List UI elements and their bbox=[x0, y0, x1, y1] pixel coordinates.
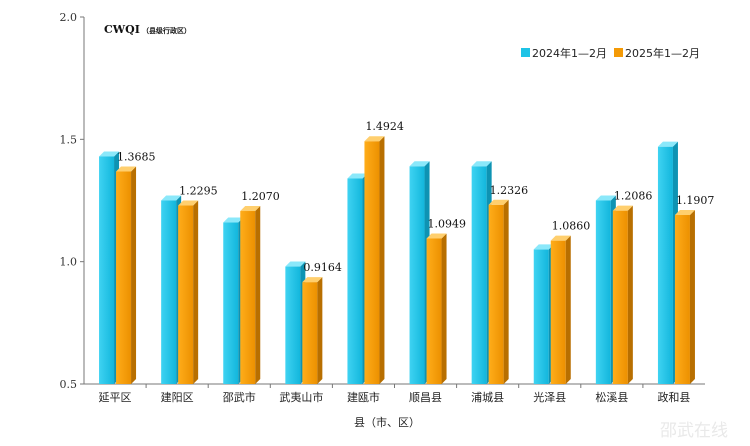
watermark: 邵武在线 bbox=[660, 421, 728, 441]
data-label: 1.2295 bbox=[179, 185, 218, 198]
bar-2025 bbox=[364, 141, 380, 384]
y-tick-label: 0.5 bbox=[60, 378, 78, 391]
bar-top bbox=[612, 205, 633, 211]
bar-2024 bbox=[347, 178, 363, 384]
bar-2025 bbox=[116, 171, 132, 384]
y-tick-label: 2.0 bbox=[60, 11, 78, 24]
bar-top bbox=[99, 151, 120, 157]
bar-side bbox=[317, 277, 323, 384]
x-tick-label: 光泽县 bbox=[533, 390, 566, 404]
x-tick-label: 松溪县 bbox=[595, 390, 628, 404]
x-tick-label: 浦城县 bbox=[471, 391, 504, 404]
chart-subtitle: （县级行政区） bbox=[142, 26, 191, 35]
bar-2024 bbox=[99, 156, 115, 384]
data-label: 0.9164 bbox=[303, 261, 342, 274]
legend-label-2024: 2024年1—2月 bbox=[532, 46, 607, 60]
bar-2024 bbox=[223, 222, 239, 384]
y-tick-label: 1.5 bbox=[60, 133, 78, 146]
bar-side bbox=[627, 205, 633, 384]
x-tick-label: 顺昌县 bbox=[409, 391, 442, 404]
data-label: 1.3685 bbox=[117, 151, 156, 164]
x-tick-label: 建阳区 bbox=[161, 390, 194, 404]
bar-2025 bbox=[178, 205, 194, 384]
legend-label-2025: 2025年1—2月 bbox=[625, 46, 700, 60]
bar-side bbox=[689, 210, 695, 384]
bar-top bbox=[409, 161, 430, 167]
bar-top bbox=[674, 210, 695, 216]
data-label: 1.1907 bbox=[676, 194, 715, 207]
bar-top bbox=[364, 136, 385, 142]
data-label: 1.2086 bbox=[614, 190, 653, 203]
bar-top bbox=[223, 217, 244, 223]
bar-2025 bbox=[302, 282, 318, 384]
bar-side bbox=[193, 200, 199, 384]
chart-title: CWQI bbox=[104, 23, 140, 36]
bar-side bbox=[565, 235, 571, 384]
data-label: 1.0949 bbox=[428, 217, 467, 230]
bar-2024 bbox=[657, 146, 673, 384]
bar-2025 bbox=[674, 215, 690, 384]
bar-side bbox=[131, 166, 137, 384]
bar-2025 bbox=[240, 211, 256, 384]
bar-top bbox=[471, 161, 492, 167]
x-axis-label: 县（市、区） bbox=[354, 415, 420, 429]
bar-top bbox=[161, 195, 182, 201]
bar-2024 bbox=[285, 266, 301, 384]
x-tick-label: 建瓯市 bbox=[347, 390, 380, 404]
bar-top bbox=[240, 206, 261, 212]
bar-2024 bbox=[409, 166, 425, 384]
bar-top bbox=[178, 200, 199, 206]
x-tick-label: 政和县 bbox=[657, 390, 690, 404]
bar-2024 bbox=[533, 249, 549, 384]
bar-2025 bbox=[488, 204, 504, 384]
bar-side bbox=[441, 233, 447, 384]
bar-2024 bbox=[161, 200, 177, 384]
bar-top bbox=[426, 233, 447, 239]
bar-top bbox=[347, 173, 368, 179]
bar-side bbox=[379, 136, 385, 384]
data-label: 1.2326 bbox=[490, 184, 529, 197]
bar-top bbox=[657, 141, 678, 147]
bar-side bbox=[255, 206, 261, 384]
bar-top bbox=[285, 261, 306, 267]
bar-top bbox=[116, 166, 137, 172]
data-labels: 1.3685 1.2295 1.2070 0.9164 1.4924 1.0949 1.23… bbox=[117, 120, 714, 274]
bar-2024 bbox=[595, 200, 611, 384]
bar-top bbox=[533, 244, 554, 250]
bar-top bbox=[302, 277, 323, 283]
x-tick-label: 邵武市 bbox=[223, 390, 256, 404]
bar-2025 bbox=[426, 238, 442, 384]
bar-2025 bbox=[550, 240, 566, 384]
data-label: 1.0860 bbox=[552, 220, 591, 233]
bar-top bbox=[488, 199, 509, 205]
legend-swatch-2025 bbox=[614, 48, 623, 57]
bar-2024 bbox=[471, 166, 487, 384]
bar-top bbox=[550, 235, 571, 241]
data-label: 1.4924 bbox=[365, 120, 404, 133]
legend: 2024年1—2月 2025年1—2月 bbox=[521, 46, 700, 60]
data-label: 1.2070 bbox=[241, 190, 280, 203]
x-tick-label: 延平区 bbox=[99, 391, 132, 404]
bar-top bbox=[595, 195, 616, 201]
legend-swatch-2024 bbox=[521, 48, 530, 57]
axes: 0.5 1.0 1.5 2.0 延平区 建阳区 邵武市 武夷山市 建瓯市 顺昌县 浦城县 光泽县 松溪县… bbox=[60, 11, 705, 404]
bars bbox=[99, 136, 695, 384]
y-tick-label: 1.0 bbox=[60, 256, 78, 269]
x-tick-label: 武夷山市 bbox=[279, 390, 323, 404]
bar-2025 bbox=[612, 210, 628, 384]
bar-side bbox=[503, 199, 509, 384]
